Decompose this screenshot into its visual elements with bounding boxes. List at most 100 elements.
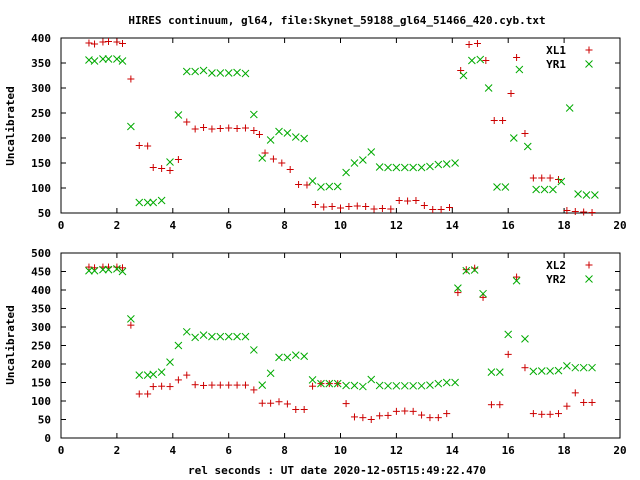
- data-point: [465, 41, 473, 48]
- data-point-d2: [350, 159, 359, 167]
- data-point: [144, 390, 152, 398]
- data-point-d2: [191, 333, 200, 342]
- data-point-d2: [275, 353, 283, 362]
- data-point: [434, 379, 443, 388]
- data-point: [149, 383, 157, 391]
- data-point: [90, 266, 99, 275]
- data-point: [513, 273, 521, 281]
- data-point: [216, 69, 225, 77]
- y-tick-label: 100: [31, 182, 51, 195]
- data-point: [462, 266, 471, 275]
- data-point: [291, 133, 300, 141]
- data-point: [278, 159, 286, 167]
- data-point: [459, 71, 468, 80]
- data-point: [571, 208, 579, 215]
- data-point-d2: [426, 162, 434, 171]
- data-point: [529, 367, 538, 376]
- data-point-d2: [509, 134, 518, 142]
- legend-marker-d2: [585, 275, 593, 283]
- y-tick-label: 300: [31, 82, 51, 95]
- x-tick-label: 8: [281, 219, 288, 232]
- data-point: [144, 142, 152, 150]
- data-point-d2: [333, 182, 342, 191]
- x-tick-label: 10: [334, 444, 347, 457]
- data-point: [420, 202, 428, 209]
- data-point: [333, 182, 342, 191]
- data-point: [127, 315, 135, 323]
- data-point-d2: [216, 332, 225, 341]
- data-point-d2: [291, 351, 300, 359]
- data-point: [401, 407, 409, 415]
- data-point: [493, 183, 501, 191]
- data-point: [149, 370, 158, 379]
- data-point: [549, 185, 557, 194]
- data-point: [580, 398, 588, 406]
- data-point-d2: [495, 368, 504, 376]
- data-point: [362, 203, 370, 210]
- data-point: [337, 204, 344, 212]
- x-tick-label: 18: [557, 219, 570, 232]
- data-point: [113, 55, 121, 63]
- data-point: [513, 54, 521, 61]
- data-point: [353, 202, 361, 210]
- data-point: [266, 369, 275, 378]
- y-axis-label: Uncalibrated: [4, 305, 17, 384]
- data-point: [367, 416, 375, 423]
- data-point-d2: [476, 55, 485, 64]
- data-point-d2: [199, 66, 208, 75]
- x-tick-label: 4: [169, 444, 176, 457]
- data-point-d2: [266, 369, 275, 378]
- data-point: [476, 55, 485, 64]
- data-point-d2: [350, 381, 359, 390]
- data-point: [275, 398, 283, 406]
- data-point-d2: [579, 363, 588, 372]
- data-point: [233, 68, 241, 77]
- data-point: [191, 67, 200, 76]
- y-tick-label: 350: [31, 57, 51, 70]
- data-point: [350, 159, 359, 167]
- data-point: [574, 190, 582, 198]
- data-point-d2: [563, 361, 571, 370]
- data-point-d2: [342, 168, 350, 177]
- data-point: [225, 124, 233, 132]
- data-point: [392, 407, 400, 415]
- data-point-d2: [470, 266, 479, 274]
- data-point: [571, 389, 579, 397]
- data-point: [309, 382, 317, 390]
- data-point-d2: [90, 57, 99, 65]
- data-point-d2: [462, 266, 471, 275]
- data-point-d2: [521, 334, 529, 343]
- data-point-d2: [250, 110, 258, 119]
- data-point: [258, 399, 266, 407]
- data-point-d2: [283, 353, 292, 362]
- data-point: [495, 368, 504, 376]
- data-point: [588, 363, 596, 372]
- data-point: [166, 167, 174, 174]
- data-point: [537, 367, 546, 375]
- data-point-d2: [451, 378, 459, 387]
- data-point: [378, 205, 386, 212]
- data-point: [328, 203, 336, 210]
- data-point-d2: [127, 122, 135, 131]
- y-tick-label: 150: [31, 377, 51, 390]
- data-point: [490, 117, 498, 124]
- data-point: [504, 350, 512, 358]
- data-point: [283, 400, 291, 408]
- data-point-d2: [515, 65, 524, 74]
- data-point: [582, 191, 591, 199]
- data-point: [118, 264, 126, 272]
- data-point: [182, 327, 191, 336]
- data-point: [208, 332, 216, 341]
- x-tick-label: 10: [334, 219, 347, 232]
- x-tick-label: 8: [281, 444, 288, 457]
- legend-marker: [585, 261, 593, 269]
- data-point: [546, 174, 554, 182]
- data-point: [113, 38, 121, 46]
- legend-marker: [585, 60, 593, 68]
- data-point: [546, 410, 554, 418]
- series-YR2: [85, 265, 596, 391]
- data-point-d2: [571, 363, 580, 372]
- data-point-d2: [216, 69, 225, 77]
- data-point-d2: [174, 341, 183, 350]
